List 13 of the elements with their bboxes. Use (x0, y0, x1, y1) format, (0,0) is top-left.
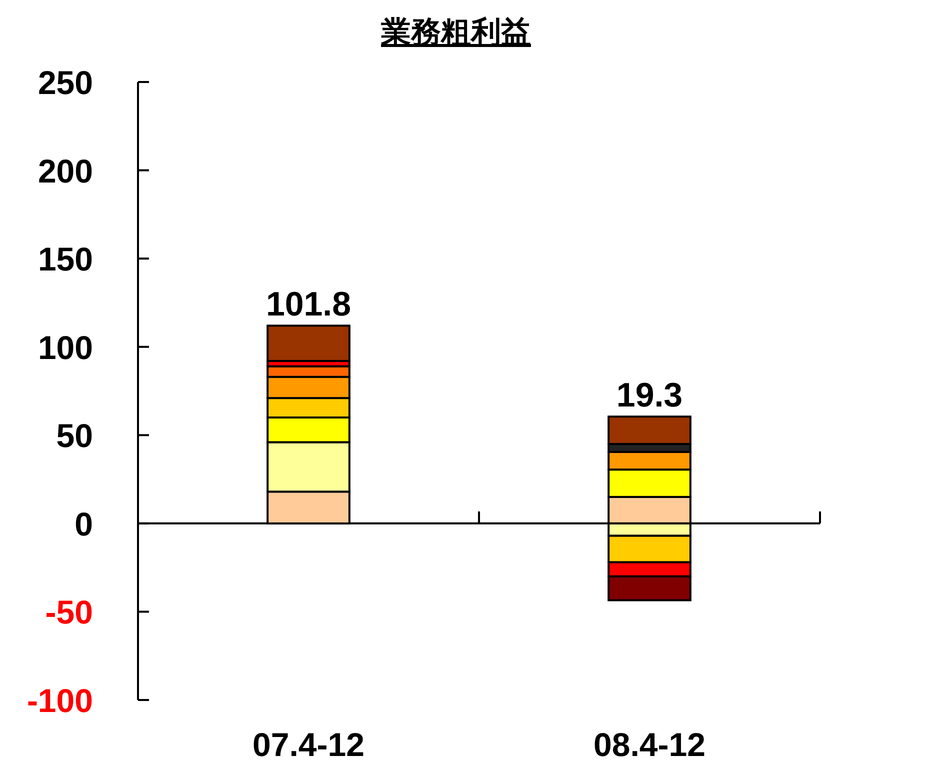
x-tick-label: 08.4-12 (594, 726, 706, 763)
y-tick-label: 0 (74, 505, 93, 542)
annotation: 19.3 (616, 376, 683, 415)
y-tick-label: 250 (38, 64, 93, 101)
y-tick-label: 200 (38, 152, 93, 190)
y-tick-label: -100 (26, 682, 93, 719)
y-tick-label: 100 (38, 328, 93, 366)
y-tick-label: 150 (38, 240, 93, 278)
chart-title: 業務粗利益 (380, 16, 531, 49)
y-tick-label: -50 (45, 594, 93, 631)
x-tick-label: 07.4-12 (252, 726, 364, 763)
annotation: 101.8 (266, 286, 352, 324)
y-tick-label: 50 (56, 417, 93, 454)
